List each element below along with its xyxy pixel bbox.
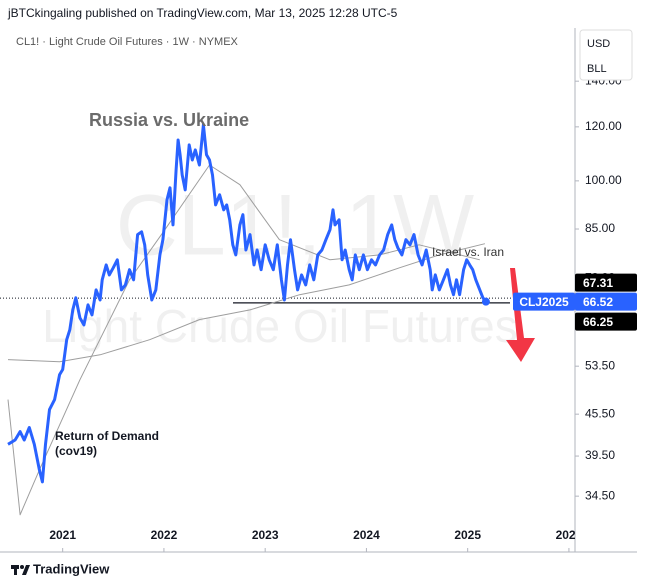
x-tick-label: 2021: [49, 528, 76, 542]
x-tick-label: 2022: [151, 528, 178, 542]
annotation: Israel vs. Iran: [432, 245, 504, 259]
moving-average: [7, 243, 486, 363]
x-axis: 2021 2022 2023 2024 2025 2026: [49, 528, 583, 552]
price-line-series: [7, 123, 488, 484]
x-tick-label: 2025: [454, 528, 481, 542]
last-point: [481, 297, 490, 306]
x-tick-label: 2026: [556, 528, 583, 542]
currency[interactable]: USD: [587, 38, 610, 50]
currency-box: [579, 29, 633, 81]
y-tick-label: 34.50: [585, 488, 615, 502]
y-tick-label: 53.50: [585, 358, 615, 372]
annotation: Russia vs. Ukraine: [89, 110, 249, 130]
price-label-box: [575, 292, 637, 311]
annotation: (cov19): [55, 444, 97, 458]
y-tick-label: 120.00: [585, 119, 622, 133]
price-label-box: [575, 273, 637, 292]
y-tick-label: 39.50: [585, 448, 615, 462]
watermark: Light Crude Oil Futures: [42, 300, 518, 352]
series-label: CLJ2025: [519, 295, 569, 309]
unit[interactable]: BLL: [587, 63, 607, 75]
y-tick-label: 85.00: [585, 221, 615, 235]
x-tick-label: 2024: [353, 528, 380, 542]
arrow: [506, 268, 535, 362]
x-tick-label: 2023: [252, 528, 279, 542]
price-label: 66.52: [583, 295, 613, 309]
y-tick-label: 45.50: [585, 406, 615, 420]
y-tick-label: 100.00: [585, 173, 622, 187]
chart-legend: CL1! · Light Crude Oil Futures · 1W · NY…: [16, 36, 239, 48]
price-label: 66.25: [583, 315, 613, 329]
header: jBTCkingaling published on TradingView.c…: [7, 6, 398, 20]
price-label-box: [575, 312, 637, 331]
price-label: 67.31: [583, 276, 613, 290]
logo: [11, 565, 30, 575]
series-label-box: [513, 292, 575, 311]
footer: TradingView: [33, 561, 110, 576]
annotation: Return of Demand: [55, 429, 159, 443]
